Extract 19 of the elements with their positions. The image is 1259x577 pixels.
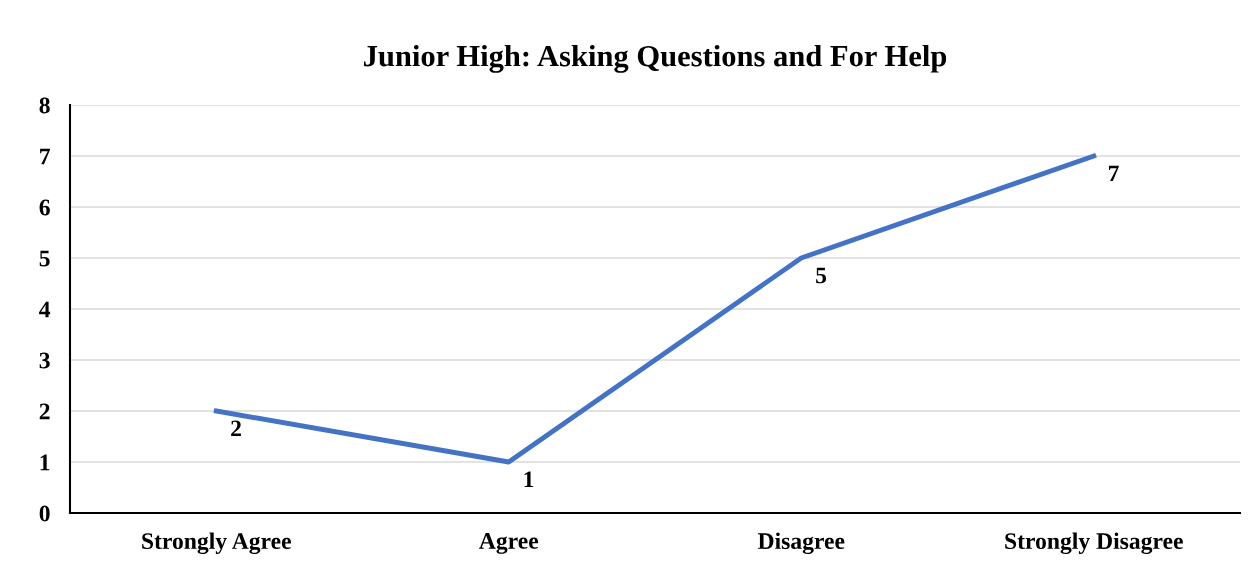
x-tick-label: Disagree xyxy=(757,532,845,555)
y-tick-label: 2 xyxy=(39,403,50,420)
data-label: 5 xyxy=(816,267,827,284)
x-tick-label: Strongly Agree xyxy=(142,532,291,555)
y-tick-label: 5 xyxy=(39,250,50,267)
chart-title: Junior High: Asking Questions and For Help xyxy=(364,44,947,73)
line-series xyxy=(213,153,1097,465)
y-tick-label: 1 xyxy=(40,454,50,471)
data-label: 2 xyxy=(231,420,241,437)
y-tick-label: 0 xyxy=(39,505,50,522)
x-tick-label: Strongly Disagree xyxy=(1005,532,1183,555)
data-label: 7 xyxy=(1108,165,1119,182)
data-label: 1 xyxy=(524,471,534,488)
y-tick-label: 6 xyxy=(39,199,50,216)
y-tick-label: 7 xyxy=(40,148,50,165)
y-tick-label: 4 xyxy=(39,301,51,318)
x-tick-label: Agree xyxy=(479,533,539,554)
y-tick-label: 3 xyxy=(39,352,50,369)
y-tick-label: 8 xyxy=(39,97,50,114)
